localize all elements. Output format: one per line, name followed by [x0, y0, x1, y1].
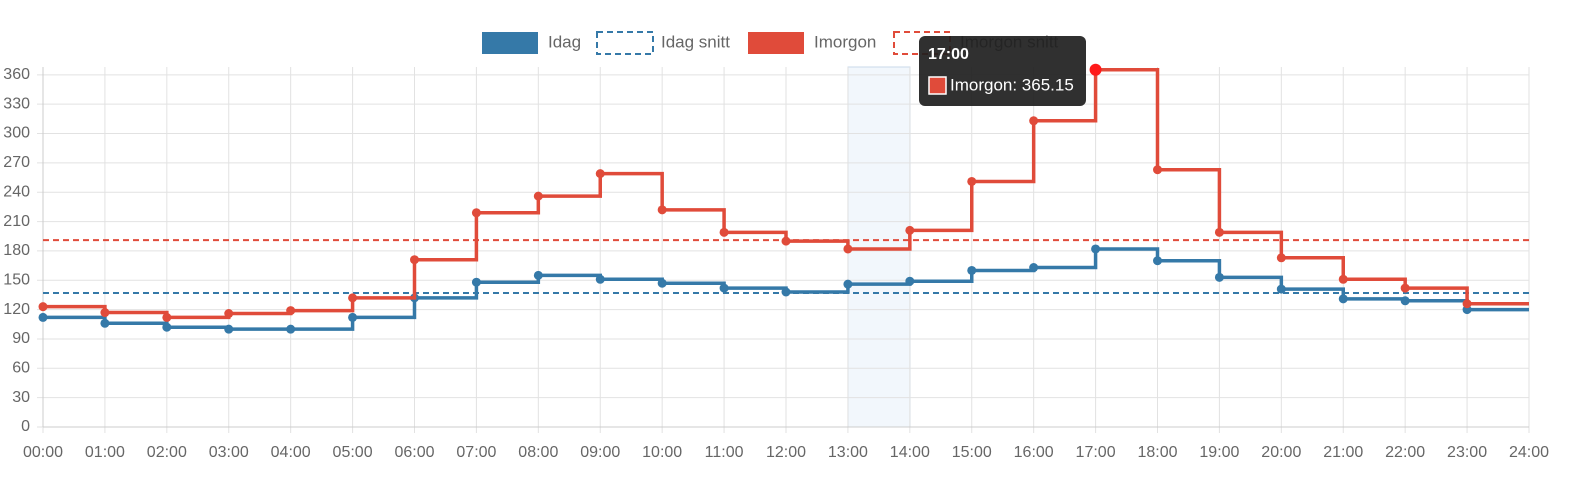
x-tick-label: 12:00: [766, 444, 806, 461]
x-tick-label: 11:00: [705, 444, 744, 461]
hover-point: [1089, 63, 1102, 76]
y-tick-label: 270: [3, 154, 30, 171]
tooltip-title: 17:00: [928, 46, 969, 63]
plot: [38, 63, 1529, 334]
x-tick-label: 16:00: [1014, 444, 1054, 461]
x-tick-label: 10:00: [642, 444, 682, 461]
data-point: [905, 276, 915, 286]
data-point: [657, 205, 667, 215]
data-point: [162, 322, 172, 332]
legend-swatch: [596, 31, 654, 55]
y-tick-label: 60: [12, 360, 30, 377]
data-point: [38, 302, 48, 312]
legend-label: Idag: [548, 32, 581, 51]
x-tick-label: 03:00: [209, 444, 249, 461]
data-point: [657, 278, 667, 288]
x-tick-label: 22:00: [1385, 444, 1425, 461]
x-tick-label: 18:00: [1137, 444, 1177, 461]
data-point: [1029, 116, 1039, 126]
data-point: [471, 208, 481, 218]
hover-band: [847, 66, 911, 428]
data-point: [1214, 227, 1224, 237]
data-point: [348, 312, 358, 322]
data-point: [410, 255, 419, 265]
data-point: [1091, 244, 1101, 254]
grid: 0 30 60 90 120 150 180 210 240 270 300 330 360 00:00 0…: [3, 66, 1549, 461]
y-tick-label: 330: [3, 95, 30, 112]
x-tick-label: 17:00: [1076, 444, 1116, 461]
x-tick-label: 21:00: [1323, 444, 1363, 461]
data-point: [1029, 263, 1039, 273]
legend-label: Idag snitt: [661, 32, 730, 51]
data-point: [162, 312, 172, 322]
tooltip-box: [919, 36, 1086, 106]
data-point: [719, 283, 729, 293]
x-tick-label: 07:00: [456, 444, 496, 461]
x-tick-label: 01:00: [85, 444, 125, 461]
x-tick-label: 00:00: [23, 444, 63, 461]
tooltip-label: Imorgon: 365.15: [950, 75, 1074, 94]
y-tick-label: 180: [3, 242, 30, 259]
y-tick-label: 240: [3, 183, 30, 200]
data-point: [286, 306, 296, 316]
data-point: [533, 270, 543, 280]
legend-swatch: [748, 32, 804, 54]
y-tick-label: 120: [3, 301, 30, 318]
y-tick-label: 0: [21, 418, 30, 435]
y-tick-label: 30: [12, 389, 30, 406]
x-tick-label: 24:00: [1509, 444, 1549, 461]
data-point: [843, 244, 853, 254]
x-tick-label: 04:00: [271, 444, 311, 461]
legend-label: Imorgon: [814, 32, 876, 51]
data-point: [100, 308, 110, 318]
data-point: [1214, 272, 1224, 282]
data-point: [595, 169, 605, 179]
x-tick-label: 23:00: [1447, 444, 1487, 461]
x-tick-label: 15:00: [952, 444, 992, 461]
data-point: [100, 318, 110, 328]
legend-swatch: [482, 32, 538, 54]
data-point: [595, 274, 605, 284]
data-point: [1462, 299, 1472, 309]
data-point: [905, 225, 915, 235]
x-tick-label: 02:00: [147, 444, 187, 461]
tooltip: 17:00 Imorgon: 365.15: [919, 36, 1086, 106]
data-point: [1153, 165, 1162, 175]
x-tick-label: 08:00: [518, 444, 558, 461]
data-point: [1276, 253, 1286, 263]
data-point: [1400, 296, 1410, 306]
y-tick-label: 300: [3, 125, 30, 142]
data-point: [967, 265, 977, 275]
x-tick-label: 14:00: [890, 444, 930, 461]
data-point: [471, 277, 481, 287]
data-point: [1276, 284, 1286, 294]
data-point: [1153, 256, 1162, 266]
data-point: [967, 176, 977, 186]
y-tick-label: 210: [3, 213, 30, 230]
data-point: [1338, 274, 1348, 284]
x-tick-label: 05:00: [333, 444, 373, 461]
data-point: [719, 227, 729, 237]
x-tick-label: 20:00: [1261, 444, 1301, 461]
y-tick-label: 90: [12, 330, 30, 347]
x-tick-label: 19:00: [1199, 444, 1239, 461]
data-point: [533, 191, 543, 201]
data-point: [286, 324, 296, 334]
y-tick-label: 150: [3, 271, 30, 288]
data-point: [781, 287, 791, 297]
y-tick-label: 360: [3, 66, 30, 83]
x-tick-label: 09:00: [580, 444, 620, 461]
x-tick-label: 13:00: [828, 444, 868, 461]
data-point: [224, 309, 234, 319]
data-point: [781, 236, 791, 246]
data-point: [1400, 283, 1410, 293]
data-point: [843, 279, 853, 289]
data-point: [38, 312, 48, 322]
data-point: [348, 293, 358, 303]
data-point: [224, 324, 234, 334]
x-tick-label: 06:00: [394, 444, 434, 461]
data-point: [1338, 294, 1348, 304]
tooltip-swatch: [928, 76, 947, 95]
